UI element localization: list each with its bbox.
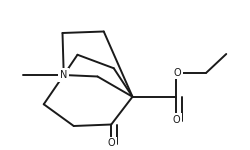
Text: O: O [172,115,180,125]
Text: O: O [174,68,181,78]
Text: N: N [60,70,68,80]
Text: O: O [108,138,115,148]
